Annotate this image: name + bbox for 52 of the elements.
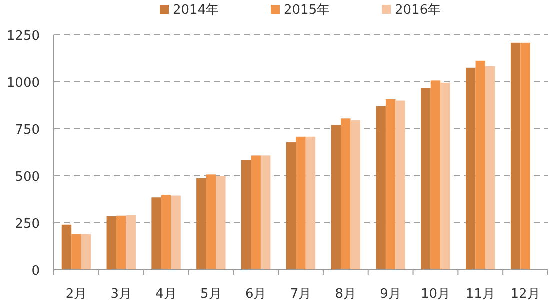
x-tick-label: 4月 (156, 287, 177, 300)
x-tick-label: 9月 (380, 287, 402, 300)
bar (116, 216, 126, 270)
y-tick-label: 750 (15, 123, 40, 138)
bar (62, 224, 72, 270)
bar (161, 195, 172, 270)
bar (331, 125, 342, 270)
y-tick-label: 0 (32, 264, 40, 279)
y-tick-label: 500 (15, 170, 40, 185)
legend-label: 2014年 (173, 3, 220, 18)
bar (251, 156, 261, 270)
bar (386, 99, 396, 270)
y-tick-label: 1250 (6, 29, 40, 44)
bar (206, 174, 216, 270)
bar (440, 82, 450, 270)
x-tick-label: 2月 (66, 287, 88, 300)
bar (260, 156, 271, 270)
x-tick-label: 5月 (200, 287, 222, 300)
bar (430, 80, 441, 270)
bar (126, 215, 136, 270)
bar (106, 216, 116, 270)
bar (171, 196, 181, 270)
x-tick-label: 12月 (510, 287, 540, 300)
bar (466, 68, 476, 270)
x-tick-label: 7月 (290, 287, 312, 300)
bar (486, 66, 496, 270)
x-tick-label: 11月 (466, 287, 496, 300)
bar (286, 142, 296, 270)
bar (72, 234, 82, 270)
bar (396, 100, 406, 270)
bar (152, 198, 162, 270)
y-tick-label: 1000 (6, 76, 40, 91)
bar (306, 136, 316, 270)
bar (196, 178, 206, 270)
bar (341, 118, 351, 270)
x-tick-label: 10月 (420, 287, 450, 300)
bar (520, 42, 530, 270)
x-tick-label: 3月 (110, 287, 132, 300)
bar (421, 88, 431, 270)
x-tick-label: 8月 (335, 287, 357, 300)
bar (296, 136, 306, 270)
bar (81, 234, 92, 270)
bar (376, 106, 386, 270)
legend-label: 2015年 (284, 3, 330, 18)
legend-label: 2016年 (395, 3, 442, 18)
bar (476, 60, 486, 270)
x-tick-label: 6月 (245, 287, 267, 300)
bar (241, 160, 252, 270)
y-tick-label: 250 (15, 217, 40, 232)
bar (216, 176, 226, 270)
bar (350, 120, 361, 270)
bar (510, 42, 521, 270)
